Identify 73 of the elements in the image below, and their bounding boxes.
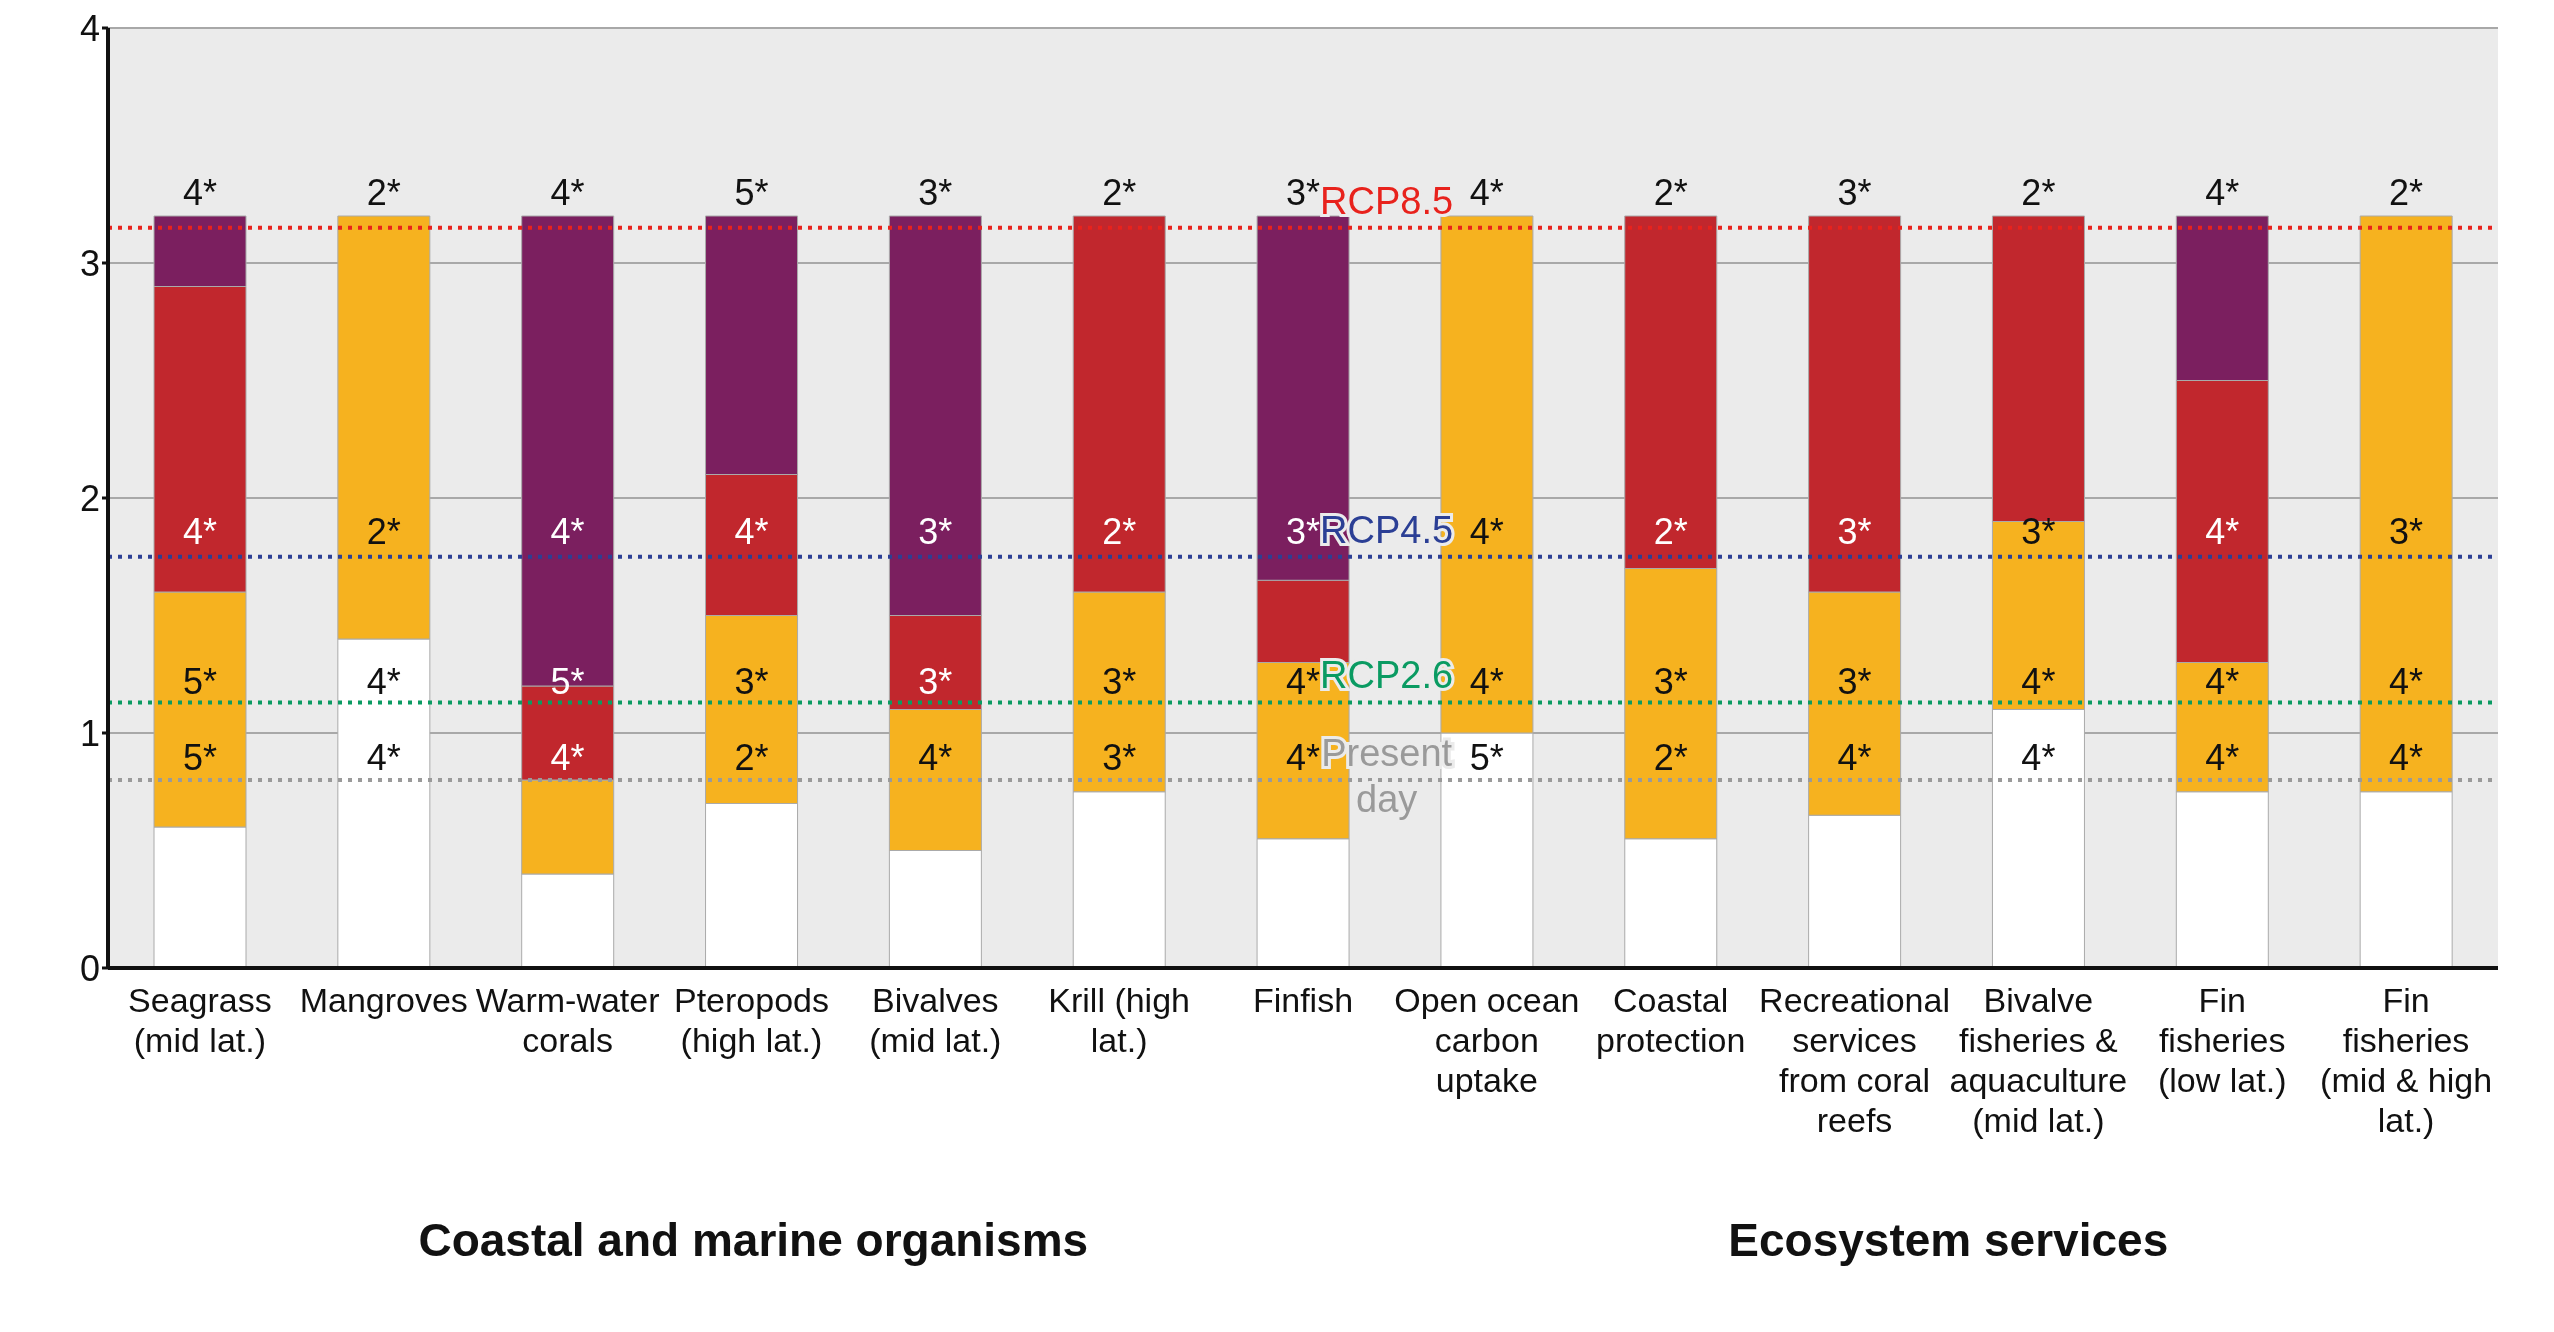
x-tick-label: Coastal protection	[1596, 981, 1746, 1059]
x-tick-label: Bivalve fisheries & aquaculture (mid lat.)	[1949, 981, 2128, 1139]
text: Ecosystem services	[1727, 1213, 2170, 1267]
annotation: 3*	[2020, 509, 2057, 554]
annotation: 2*	[1652, 736, 1689, 781]
annotation: 3*	[1285, 172, 1321, 214]
y-tick-label: 0	[79, 947, 100, 989]
annotation: 3*	[1836, 509, 1873, 554]
x-tick-label: Fin fisheries (mid & high lat.)	[2320, 981, 2493, 1139]
annotation: 5*	[733, 171, 770, 216]
annotation: 2*	[1652, 509, 1689, 554]
y-tick-label: 3	[79, 242, 100, 284]
annotation: 3*	[733, 660, 770, 705]
annotation: 2*	[2020, 171, 2057, 216]
y-tick-label: 4	[79, 7, 100, 49]
annotation: 5*	[181, 660, 218, 705]
annotation: 3*	[1652, 660, 1689, 705]
x-tick-label: Seagrass (mid lat.)	[128, 981, 272, 1059]
annotation: 3*	[1836, 171, 1873, 216]
annotation: 4*	[1836, 736, 1873, 781]
annotation: 3*	[917, 171, 954, 216]
annotation: 4*	[2204, 171, 2241, 216]
annotation: 4*	[2388, 736, 2425, 781]
annotation: 5*	[181, 736, 218, 781]
annotation: 2*	[733, 736, 770, 781]
annotation: 4*	[2388, 660, 2425, 705]
annotation: 5*	[549, 660, 586, 705]
annotation: 2*	[365, 171, 402, 216]
annotation: 4*	[365, 660, 402, 705]
annotation: 4*	[2020, 660, 2057, 705]
x-tick-label: Warm-water corals	[475, 981, 660, 1059]
annotation: 4*	[2020, 736, 2057, 781]
annotation: 3*	[1101, 660, 1138, 705]
annotation: 3*	[917, 509, 954, 554]
annotation: 2*	[1101, 509, 1138, 554]
x-tick-label: Open ocean carbon uptake	[1394, 981, 1580, 1099]
annotation: 2*	[2388, 171, 2425, 216]
annotation: 4*	[1469, 661, 1504, 703]
annotation: 3*	[2388, 509, 2425, 554]
x-tick-label: Krill (high lat.)	[1048, 981, 1191, 1059]
annotation: 4*	[2204, 736, 2241, 781]
annotation: 4*	[1469, 172, 1504, 214]
x-tick-label: Mangroves	[299, 981, 468, 1019]
x-tick-label: Recreational services from coral reefs	[1759, 981, 1950, 1139]
annotation: 4*	[181, 509, 218, 554]
annotation: 4*	[2204, 660, 2241, 705]
x-tick-label: Pteropods (high lat.)	[673, 981, 829, 1059]
annotation: 4*	[549, 509, 586, 554]
annotation: 3*	[1836, 660, 1873, 705]
annotation: 4*	[733, 509, 770, 554]
text: Coastal and marine organisms	[417, 1213, 1090, 1267]
annotation: 4*	[549, 171, 586, 216]
annotation: 4*	[2204, 509, 2241, 554]
annotation: 5*	[1469, 737, 1504, 779]
annotation: 4*	[1285, 661, 1321, 703]
annotation: 4*	[1469, 510, 1504, 552]
annotation: 4*	[917, 736, 954, 781]
x-tick-label: Bivalves (mid lat.)	[869, 981, 1002, 1059]
x-tick-label: Fin fisheries (low lat.)	[2158, 981, 2287, 1099]
annotation: 4*	[365, 736, 402, 781]
annotation: 2*	[1101, 171, 1138, 216]
x-tick-label: Finfish	[1252, 981, 1354, 1019]
ref-line-label: RCP8.5	[1320, 179, 1454, 222]
annotation: 3*	[1285, 510, 1321, 552]
annotation: 4*	[549, 736, 586, 781]
annotation: 4*	[181, 171, 218, 216]
y-tick-label: 1	[79, 712, 100, 754]
annotation: 2*	[365, 509, 402, 554]
annotation: 4*	[1285, 737, 1321, 779]
annotation: 3*	[917, 660, 954, 705]
annotation: 2*	[1652, 171, 1689, 216]
y-tick-label: 2	[79, 477, 100, 519]
annotation: 3*	[1101, 736, 1138, 781]
